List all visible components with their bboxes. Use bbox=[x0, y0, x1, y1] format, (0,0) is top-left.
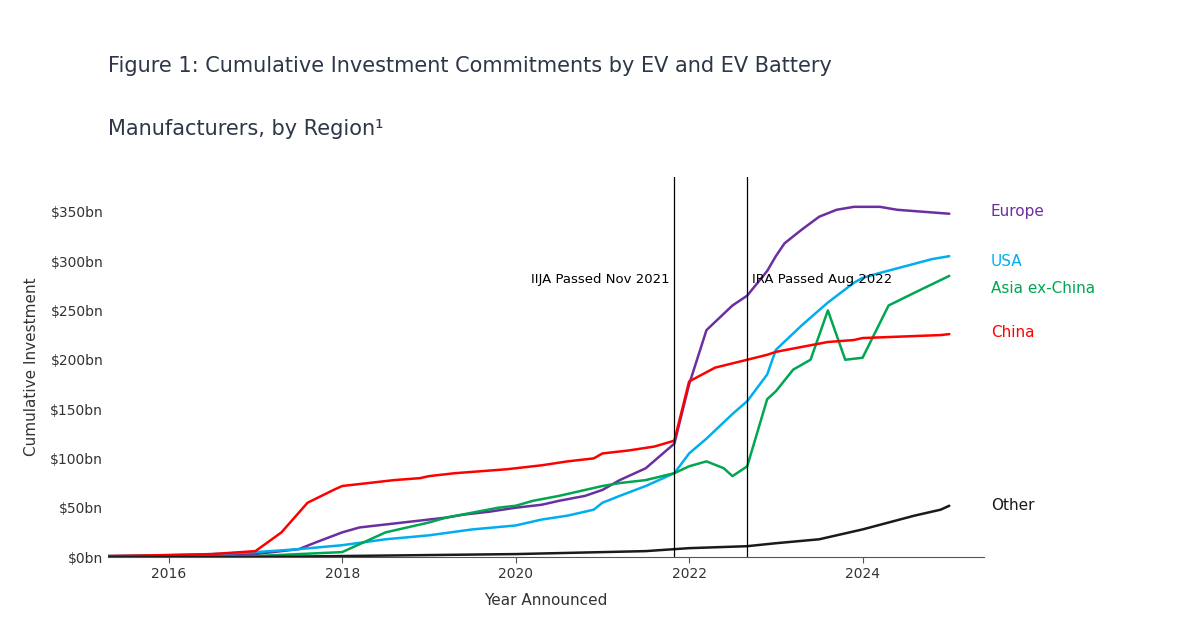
Text: Manufacturers, by Region¹: Manufacturers, by Region¹ bbox=[108, 119, 384, 139]
Y-axis label: Cumulative Investment: Cumulative Investment bbox=[24, 278, 40, 456]
Text: Other: Other bbox=[991, 498, 1034, 513]
Text: Europe: Europe bbox=[991, 204, 1045, 219]
X-axis label: Year Announced: Year Announced bbox=[485, 592, 607, 608]
Text: USA: USA bbox=[991, 254, 1022, 268]
Text: China: China bbox=[991, 325, 1034, 340]
Text: Figure 1: Cumulative Investment Commitments by EV and EV Battery: Figure 1: Cumulative Investment Commitme… bbox=[108, 56, 832, 76]
Text: Asia ex-China: Asia ex-China bbox=[991, 281, 1096, 296]
Text: IIJA Passed Nov 2021: IIJA Passed Nov 2021 bbox=[532, 273, 670, 285]
Text: IRA Passed Aug 2022: IRA Passed Aug 2022 bbox=[751, 273, 892, 285]
